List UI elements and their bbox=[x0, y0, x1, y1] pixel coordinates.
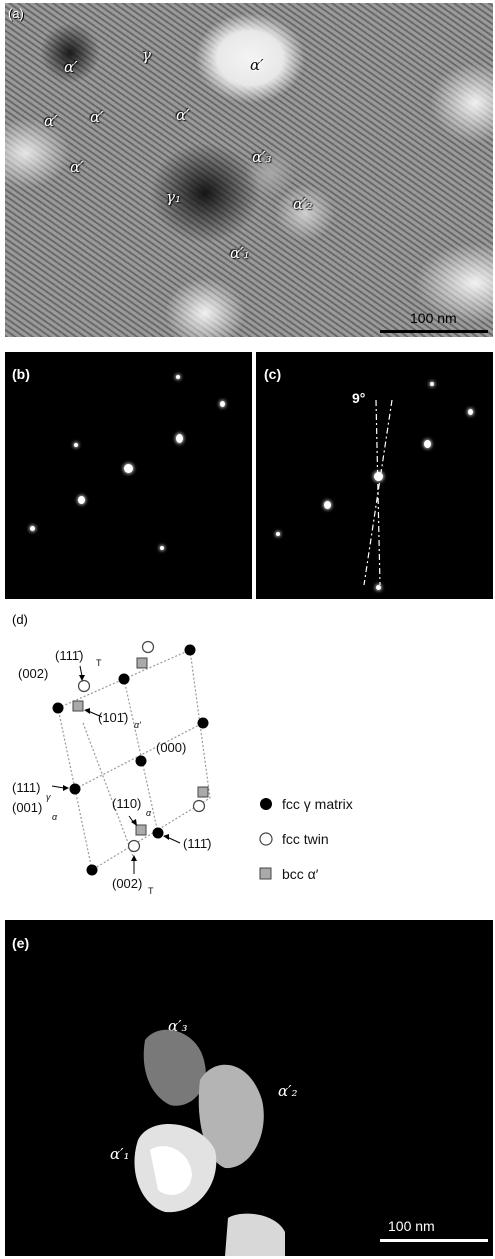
phase-label: α′₂ bbox=[293, 195, 313, 213]
legend-marker-open bbox=[259, 832, 273, 846]
fcc-matrix-spot bbox=[135, 755, 147, 767]
phase-label: γ₁ bbox=[166, 188, 181, 206]
misorientation-angle-label: 9° bbox=[352, 390, 366, 406]
phase-label: α′ bbox=[70, 158, 84, 176]
legend-fcc-matrix: fcc γ matrix bbox=[282, 796, 353, 812]
diffraction-spot bbox=[276, 532, 280, 536]
fcc-matrix-spot bbox=[184, 644, 196, 656]
diffraction-spot bbox=[376, 585, 381, 590]
plane-label-subscript: T bbox=[96, 658, 102, 668]
diffraction-spot bbox=[324, 501, 331, 509]
phase-label: α′ bbox=[176, 106, 190, 124]
phase-label: α′₁ bbox=[110, 1145, 130, 1163]
scale-bar-label: 100 nm bbox=[410, 310, 457, 326]
phase-label: α′₃ bbox=[252, 148, 272, 166]
plane-label: (111̄) bbox=[183, 836, 212, 851]
plane-label: (101̄) bbox=[98, 710, 129, 725]
plane-label-subscript: α′ bbox=[134, 720, 141, 730]
phase-label: α′ bbox=[250, 56, 264, 74]
diffraction-spot bbox=[176, 375, 180, 379]
diffraction-spot bbox=[74, 443, 78, 447]
fcc-matrix-spot bbox=[197, 717, 209, 729]
phase-label: α′ bbox=[64, 58, 78, 76]
fcc-matrix-spot bbox=[69, 783, 81, 795]
plane-label-subscript: α bbox=[52, 812, 58, 822]
panel-e-label: (e) bbox=[12, 935, 30, 951]
plane-label: (002) bbox=[18, 666, 49, 681]
diffraction-pattern-b bbox=[5, 352, 252, 599]
legend-marker-filled bbox=[260, 798, 272, 810]
diffraction-guide-lines bbox=[363, 399, 393, 586]
dark-field-grains bbox=[134, 1029, 285, 1256]
phase-label: γ bbox=[142, 46, 151, 64]
plane-label: (000) bbox=[156, 740, 187, 755]
fcc-twin-spot bbox=[77, 679, 91, 693]
diffraction-spot bbox=[124, 464, 133, 473]
phase-label: α′ bbox=[44, 112, 58, 130]
fcc-matrix-spot bbox=[118, 673, 130, 685]
bcc-spot bbox=[136, 657, 148, 669]
legend-bcc: bcc α′ bbox=[282, 866, 319, 882]
scale-bar bbox=[380, 1239, 488, 1242]
diffraction-spot bbox=[78, 496, 85, 504]
fcc-twin-spot bbox=[127, 839, 141, 853]
scale-bar bbox=[380, 330, 488, 333]
bcc-spot bbox=[197, 786, 209, 798]
plane-label-subscript: α bbox=[146, 808, 152, 818]
fcc-matrix-spot bbox=[52, 702, 64, 714]
diffraction-spot bbox=[30, 526, 35, 531]
phase-label: α′₂ bbox=[278, 1082, 298, 1100]
diffraction-spot bbox=[430, 382, 434, 386]
diffraction-spot bbox=[468, 409, 473, 415]
fcc-twin-spot bbox=[192, 799, 206, 813]
phase-label: α′ bbox=[90, 108, 104, 126]
diffraction-spot bbox=[176, 434, 183, 443]
tem-bright-field-image bbox=[5, 3, 493, 337]
diffraction-spot bbox=[424, 440, 431, 448]
plane-label-subscript: T bbox=[148, 886, 154, 896]
legend-marker-square bbox=[259, 867, 272, 880]
plane-label: (002) bbox=[112, 876, 143, 891]
panel-a-label: (a) bbox=[8, 6, 24, 21]
diffraction-spot bbox=[160, 546, 164, 550]
scale-bar-label: 100 nm bbox=[388, 1218, 435, 1234]
phase-label: α′₁ bbox=[230, 244, 250, 262]
plane-label: (111̄) bbox=[55, 648, 84, 663]
diffraction-spot bbox=[374, 472, 383, 481]
legend-fcc-twin: fcc twin bbox=[282, 831, 329, 847]
fcc-matrix-spot bbox=[152, 827, 164, 839]
plane-label-subscript: γ bbox=[46, 792, 51, 802]
plane-label: (111) bbox=[12, 780, 41, 795]
panel-d-label: (d) bbox=[12, 612, 28, 627]
fcc-twin-spot bbox=[141, 640, 155, 654]
fcc-matrix-spot bbox=[86, 864, 98, 876]
diffraction-spot bbox=[220, 401, 225, 407]
lattice-schematic bbox=[51, 640, 273, 880]
panel-b-label: (b) bbox=[12, 366, 30, 382]
plane-label: (001) bbox=[12, 800, 43, 815]
plane-label: (110) bbox=[112, 796, 142, 811]
panel-c-label: (c) bbox=[264, 366, 282, 382]
bcc-spot bbox=[72, 700, 84, 712]
bcc-spot bbox=[135, 824, 147, 836]
